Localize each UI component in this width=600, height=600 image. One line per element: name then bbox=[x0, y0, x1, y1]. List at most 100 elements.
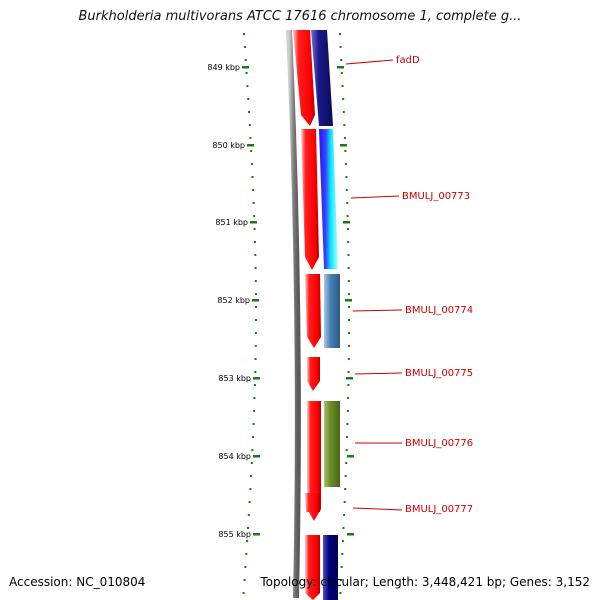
reverse-gene-segment bbox=[305, 535, 320, 600]
gene-label-fadd: fadD bbox=[396, 55, 420, 66]
minor-tick bbox=[248, 501, 251, 503]
ruler-label: 855 kbp bbox=[218, 530, 251, 539]
major-tick bbox=[347, 533, 354, 536]
bmulj-00777-leader-line bbox=[352, 507, 403, 511]
minor-tick bbox=[346, 423, 349, 425]
reverse-gene-segment bbox=[301, 129, 319, 270]
minor-tick bbox=[348, 332, 350, 334]
minor-tick bbox=[347, 384, 350, 386]
minor-tick bbox=[253, 228, 256, 230]
minor-tick bbox=[340, 566, 343, 568]
bmulj-00776-gene-block bbox=[324, 401, 340, 487]
ruler-label: 850 kbp bbox=[212, 141, 245, 150]
bmulj-00775-leader-line bbox=[354, 372, 403, 375]
major-tick bbox=[345, 299, 352, 302]
minor-tick bbox=[252, 202, 255, 204]
backbone-arc bbox=[286, 29, 301, 599]
minor-tick bbox=[340, 72, 343, 74]
minor-tick bbox=[341, 540, 344, 542]
bmulj-00774-gene-block bbox=[324, 274, 340, 348]
minor-tick bbox=[341, 553, 344, 555]
minor-tick bbox=[254, 371, 257, 373]
reverse-gene-segment bbox=[307, 401, 321, 521]
position-ruler: 849 kbp 850 kbp 851 kbp 852 kbp 853 kbp 854 k… bbox=[207, 33, 354, 594]
minor-tick bbox=[340, 579, 342, 581]
minor-tick bbox=[253, 384, 256, 386]
minor-tick bbox=[254, 332, 257, 334]
minor-tick bbox=[346, 202, 349, 204]
minor-tick bbox=[254, 293, 257, 295]
bmulj-00773-gene-block bbox=[319, 129, 338, 269]
reverse-gene-segment bbox=[307, 357, 320, 391]
major-tick bbox=[242, 66, 249, 69]
minor-tick bbox=[343, 124, 346, 126]
minor-tick bbox=[346, 436, 349, 438]
minor-tick bbox=[253, 215, 256, 217]
major-tick bbox=[347, 455, 354, 458]
minor-tick bbox=[254, 267, 257, 269]
minor-tick bbox=[251, 449, 254, 451]
minor-tick bbox=[245, 72, 248, 74]
minor-tick bbox=[250, 163, 253, 165]
minor-tick bbox=[249, 137, 252, 139]
minor-tick bbox=[347, 397, 350, 399]
reverse-gene-segment bbox=[305, 274, 321, 348]
minor-tick bbox=[343, 137, 346, 139]
minor-tick bbox=[248, 111, 250, 113]
minor-tick bbox=[339, 33, 341, 35]
ruler-label: 851 kbp bbox=[215, 218, 248, 227]
accession-text: Accession: NC_010804 bbox=[9, 575, 146, 589]
gene-label-bmulj-00776: BMULJ_00776 bbox=[405, 438, 473, 449]
minor-tick bbox=[347, 241, 350, 243]
minor-tick bbox=[345, 176, 348, 178]
minor-tick bbox=[242, 592, 245, 594]
minor-tick bbox=[344, 488, 347, 490]
forward-strand-features bbox=[311, 30, 340, 600]
minor-tick bbox=[342, 527, 345, 529]
bmulj-00774-leader-line bbox=[352, 309, 403, 312]
minor-tick bbox=[243, 46, 246, 48]
minor-tick bbox=[347, 293, 350, 295]
fadd-leader-line bbox=[345, 59, 394, 65]
major-tick bbox=[253, 533, 260, 536]
ruler-label: 849 kbp bbox=[207, 63, 240, 72]
minor-tick bbox=[347, 254, 350, 256]
minor-tick bbox=[345, 449, 348, 451]
minor-tick bbox=[245, 553, 248, 555]
minor-tick bbox=[344, 163, 347, 165]
trailing-gene-block bbox=[323, 535, 338, 600]
minor-tick bbox=[254, 254, 257, 256]
bmulj-00773-leader-line bbox=[350, 195, 400, 199]
minor-tick bbox=[344, 475, 347, 477]
minor-tick bbox=[254, 358, 257, 360]
major-tick bbox=[247, 144, 254, 147]
reverse-gene-segment bbox=[305, 493, 320, 512]
minor-tick bbox=[346, 410, 349, 412]
minor-tick bbox=[247, 527, 249, 529]
minor-tick bbox=[346, 215, 349, 217]
minor-tick bbox=[244, 59, 247, 61]
minor-tick bbox=[250, 475, 253, 477]
major-tick bbox=[346, 377, 353, 380]
minor-tick bbox=[244, 566, 247, 568]
minor-tick bbox=[345, 189, 348, 191]
minor-tick bbox=[347, 358, 350, 360]
minor-tick bbox=[243, 579, 246, 581]
minor-tick bbox=[246, 85, 249, 87]
major-tick bbox=[337, 66, 344, 69]
minor-tick bbox=[347, 280, 350, 282]
minor-tick bbox=[255, 306, 257, 308]
minor-tick bbox=[254, 241, 256, 243]
major-tick bbox=[253, 377, 260, 380]
minor-tick bbox=[243, 33, 245, 35]
major-tick bbox=[253, 455, 260, 458]
reverse-strand-features bbox=[293, 30, 321, 600]
fadd-gene-block bbox=[311, 30, 333, 126]
ruler-label: 852 kbp bbox=[217, 296, 250, 305]
minor-tick bbox=[340, 59, 343, 61]
minor-tick bbox=[342, 98, 345, 100]
minor-tick bbox=[254, 280, 257, 282]
minor-tick bbox=[345, 462, 348, 464]
minor-tick bbox=[343, 501, 346, 503]
